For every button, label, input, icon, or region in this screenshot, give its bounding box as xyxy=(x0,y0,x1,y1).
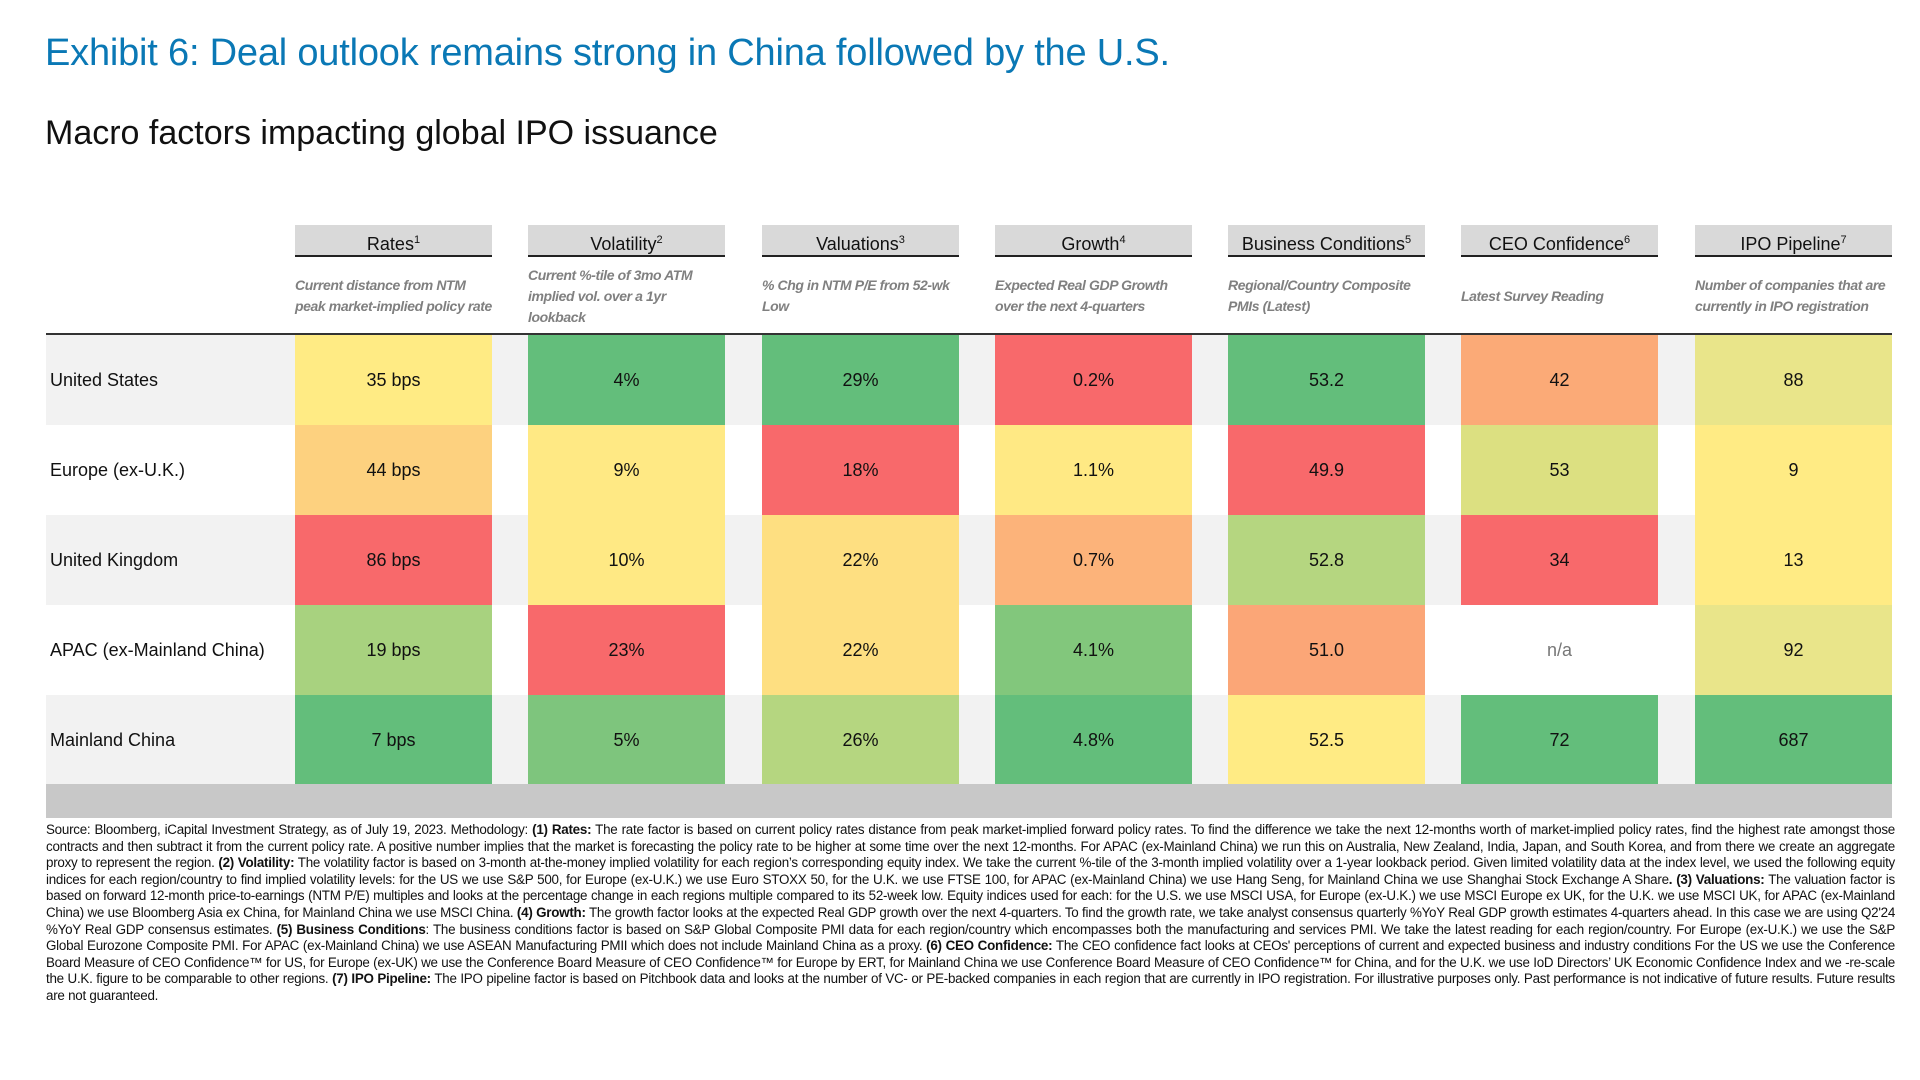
table-cell: 51.0 xyxy=(1228,605,1425,695)
table-cell: 19 bps xyxy=(295,605,492,695)
table-cell: 5% xyxy=(528,695,725,785)
footnote-marker: 5 xyxy=(1404,234,1412,246)
column-description-text: Expected Real GDP Growth over the next 4… xyxy=(995,277,1168,314)
column-description-text: Current %-tile of 3mo ATM implied vol. o… xyxy=(528,266,693,325)
column-header-label: Rates xyxy=(366,234,414,254)
footnote-marker: 7 xyxy=(1840,234,1847,246)
footnote-text: The valuation factor is based on forward… xyxy=(46,871,1895,920)
table-cell: 4% xyxy=(528,335,725,425)
column-description-text: Current distance from NTM peak market-im… xyxy=(295,277,492,314)
column-description: Regional/Country Composite PMIs (Latest) xyxy=(1228,262,1425,330)
column-description: Current %-tile of 3mo ATM implied vol. o… xyxy=(528,262,725,330)
table-cell: 52.8 xyxy=(1228,515,1425,605)
column-header-label: Business Conditions xyxy=(1241,234,1405,254)
footnote: Source: Bloomberg, iCapital Investment S… xyxy=(46,822,1895,1005)
table-cell: 35 bps xyxy=(295,335,492,425)
footnote-text: The CEO confidence fact looks at CEOs' p… xyxy=(46,938,1895,987)
footnote-text: The growth factor looks at the expected … xyxy=(46,904,1896,937)
footnote-marker: 1 xyxy=(413,234,421,246)
column-description-text: Latest Survey Reading xyxy=(1461,287,1604,304)
table-top-rule xyxy=(46,333,1892,335)
column-description-text: Regional/Country Composite PMIs (Latest) xyxy=(1228,277,1411,314)
table-cell: 72 xyxy=(1461,695,1658,785)
row-label: Europe (ex-U.K.) xyxy=(50,460,186,480)
footnote-heading: (5) Business Conditions xyxy=(276,921,426,937)
table-cell: 9% xyxy=(528,425,725,515)
table-cell: 22% xyxy=(762,515,959,605)
table-cell: 687 xyxy=(1695,695,1892,785)
footnote-text: Source: Bloomberg, iCapital Investment S… xyxy=(46,822,533,837)
column-description: Expected Real GDP Growth over the next 4… xyxy=(995,262,1192,330)
column-description: % Chg in NTM P/E from 52-wk Low xyxy=(762,262,959,330)
table-cell: 29% xyxy=(762,335,959,425)
footnote-text: The IPO pipeline factor is based on Pitc… xyxy=(46,971,1895,1003)
footnote-heading: (2) Volatility: xyxy=(218,855,295,871)
table-cell: n/a xyxy=(1546,640,1573,660)
column-header-growth: Growth4 xyxy=(995,225,1192,257)
table-cell: 44 bps xyxy=(295,425,492,515)
footnote-heading: (6) CEO Confidence: xyxy=(926,938,1053,954)
column-header-label: Growth xyxy=(1061,234,1120,254)
table-cell: 22% xyxy=(762,605,959,695)
exhibit-title: Exhibit 6: Deal outlook remains strong i… xyxy=(45,32,1170,74)
table-cell: 92 xyxy=(1695,605,1892,695)
table-cell: 34 xyxy=(1461,515,1658,605)
row-label: APAC (ex-Mainland China) xyxy=(50,640,265,660)
column-header-label: Volatility xyxy=(590,234,657,254)
footnote-marker: 6 xyxy=(1623,234,1631,246)
column-header-valuations: Valuations3 xyxy=(762,225,959,257)
table-cell: 0.2% xyxy=(995,335,1192,425)
table-cell: 26% xyxy=(762,695,959,785)
table-cell: 53.2 xyxy=(1228,335,1425,425)
footnote-heading: (7) IPO Pipeline: xyxy=(332,971,431,987)
column-header-business-conditions: Business Conditions5 xyxy=(1228,225,1425,257)
table-cell: 7 bps xyxy=(295,695,492,785)
table-cell: 13 xyxy=(1695,515,1892,605)
table-cell: 86 bps xyxy=(295,515,492,605)
footnote-text: The rate factor is based on current poli… xyxy=(46,822,1895,871)
column-description: Latest Survey Reading xyxy=(1461,262,1658,330)
column-description: Number of companies that are currently i… xyxy=(1695,262,1892,330)
table-cell: 52.5 xyxy=(1228,695,1425,785)
table-cell: 23% xyxy=(528,605,725,695)
table-cell: 1.1% xyxy=(995,425,1192,515)
column-description: Current distance from NTM peak market-im… xyxy=(295,262,492,330)
table-cell: 42 xyxy=(1461,335,1658,425)
column-header-label: CEO Confidence xyxy=(1488,234,1624,254)
footnote-text: : The business conditions factor is base… xyxy=(46,921,1896,954)
row-label: United Kingdom xyxy=(50,550,179,570)
table-cell: 9 xyxy=(1695,425,1892,515)
column-header-label: Valuations xyxy=(816,234,899,254)
column-header-label: IPO Pipeline xyxy=(1740,234,1841,254)
table-cell: 49.9 xyxy=(1228,425,1425,515)
column-description-text: % Chg in NTM P/E from 52-wk Low xyxy=(762,277,950,314)
column-header-volatility: Volatility2 xyxy=(528,225,725,257)
footnote-heading: (4) Growth: xyxy=(516,904,586,920)
table-cell: 10% xyxy=(528,515,725,605)
footnote-text: The volatility factor is based on 3-mont… xyxy=(46,855,1895,887)
footnote-marker: 2 xyxy=(656,234,663,246)
table-cell: 0.7% xyxy=(995,515,1192,605)
footnote-heading: (1) Rates: xyxy=(532,822,592,837)
table-cell: 88 xyxy=(1695,335,1892,425)
column-header-ipo-pipeline: IPO Pipeline7 xyxy=(1695,225,1892,257)
row-label: Mainland China xyxy=(50,730,176,750)
table-cell: 53 xyxy=(1461,425,1658,515)
column-description-text: Number of companies that are currently i… xyxy=(1695,277,1886,314)
table-bottom-bar xyxy=(46,784,1892,818)
exhibit-subtitle: Macro factors impacting global IPO issua… xyxy=(45,114,718,152)
footnote-marker: 3 xyxy=(898,234,905,246)
footnote-marker: 4 xyxy=(1119,234,1126,246)
column-header-ceo-confidence: CEO Confidence6 xyxy=(1461,225,1658,257)
row-label: United States xyxy=(50,370,159,390)
table-cell: 18% xyxy=(762,425,959,515)
column-header-rates: Rates1 xyxy=(295,225,492,257)
table-cell: 4.8% xyxy=(995,695,1192,785)
table-cell: 4.1% xyxy=(995,605,1192,695)
footnote-heading: . (3) Valuations: xyxy=(1668,871,1765,887)
